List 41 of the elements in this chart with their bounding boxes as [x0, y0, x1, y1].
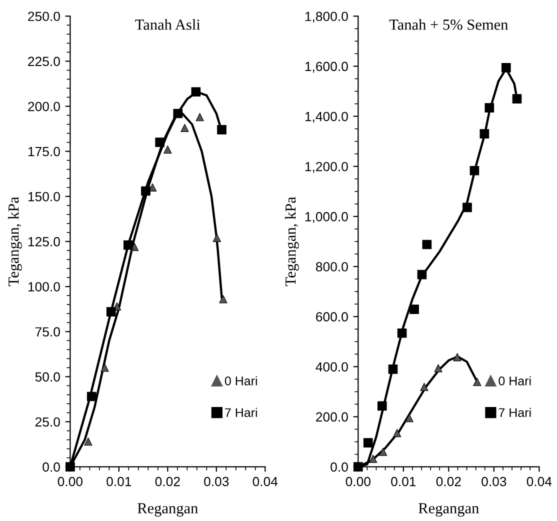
y-tick-label: 200.0 [316, 412, 348, 422]
y-tick-label: 1,800.0 [305, 12, 348, 23]
y-tick-label: 0.0 [330, 462, 348, 472]
x-axis-title: Regangan [418, 503, 479, 517]
x-axis-title: Regangan [138, 503, 198, 517]
y-tick-label: 200.0 [28, 102, 60, 112]
y-tick-label: 225.0 [28, 56, 60, 66]
legend-label: 0 Hari [224, 376, 257, 386]
legend-label: 7 Hari [498, 408, 531, 418]
y-tick-label: 25.0 [35, 417, 60, 427]
y-tick-label: 75.0 [35, 327, 60, 337]
y-tick-label: 0.0 [42, 462, 60, 472]
y-axis-title: Tegangan, kPa [8, 196, 22, 286]
y-tick-label: 125.0 [28, 237, 60, 246]
y-tick-label: 600.0 [316, 312, 348, 322]
x-tick-label: 0.04 [526, 476, 552, 486]
y-tick-label: 175.0 [28, 146, 60, 156]
legend-label: 7 Hari [225, 408, 257, 418]
x-tick-label: 0.01 [106, 476, 132, 486]
x-tick-label: 0.00 [346, 476, 370, 486]
y-tick-label: 100.0 [28, 282, 60, 292]
y-tick-label: 1,400.0 [305, 112, 348, 123]
legend-label: 0 Hari [498, 376, 531, 386]
y-tick-label: 800.0 [316, 262, 348, 272]
x-tick-label: 0.02 [155, 476, 180, 486]
y-tick-label: 1,600.0 [305, 62, 348, 73]
y-tick-label: 400.0 [316, 362, 348, 372]
y-tick-label: 1,200.0 [305, 162, 348, 173]
x-tick-label: 0.03 [482, 476, 506, 486]
x-tick-label: 0.02 [436, 476, 461, 486]
x-tick-label: 0.00 [58, 476, 83, 486]
x-tick-label: 0.03 [204, 476, 229, 486]
x-tick-label: 0.01 [391, 476, 416, 486]
chart-title: Tanah + 5% Semen [389, 19, 508, 30]
y-tick-label: 150.0 [28, 192, 60, 202]
y-tick-label: 250.0 [28, 12, 60, 22]
y-tick-label: 1,000.0 [305, 212, 348, 223]
x-tick-label: 0.04 [252, 476, 278, 486]
y-axis-title: Tegangan, kPa [284, 196, 299, 286]
chart-title: Tanah Asli [135, 19, 200, 30]
y-tick-label: 50.0 [35, 372, 60, 382]
